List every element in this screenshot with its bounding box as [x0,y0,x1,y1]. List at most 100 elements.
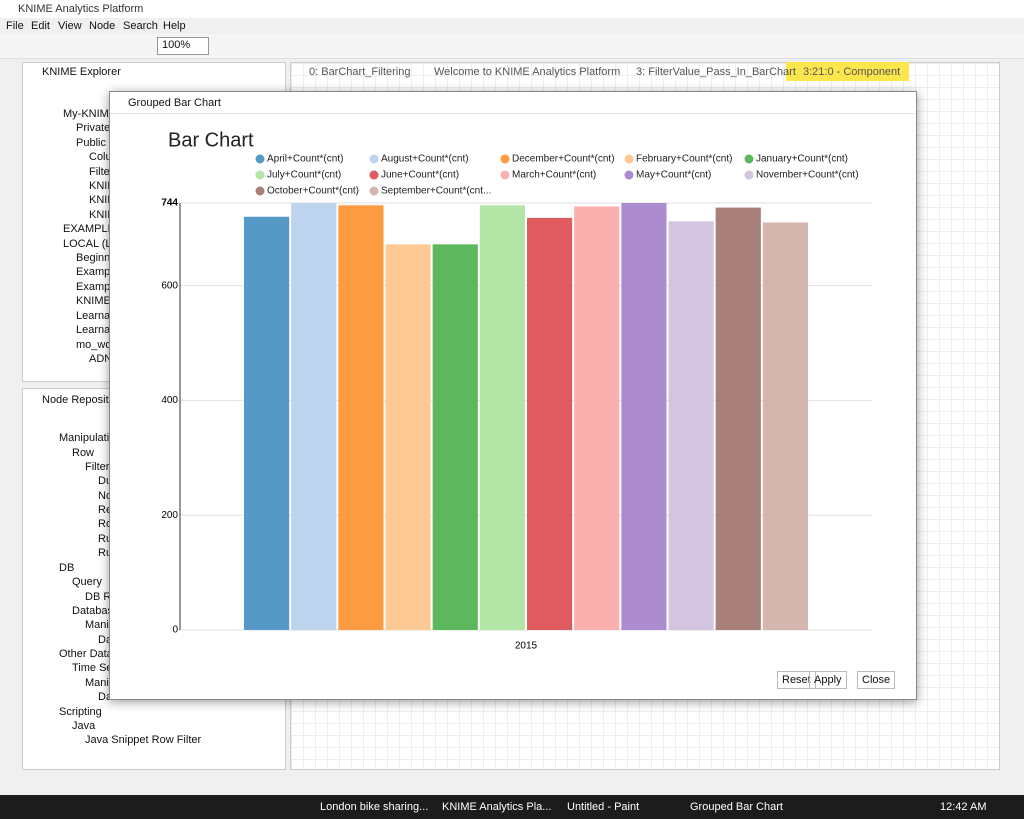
dialog-title-bar [110,92,915,114]
tree-item: Row [72,447,95,459]
dialog-button[interactable]: Apply [809,671,847,689]
bar [527,217,573,630]
chart: Bar Chart 0 200 400 600 744 April+Count*(cnt) A… [161,129,872,652]
legend-label: November+Count*(cnt) [756,170,859,181]
tree-item: Other Data [59,648,113,660]
legend-label: February+Count*(cnt) [636,154,732,165]
tree-item: Colu [89,151,112,163]
dialog-button[interactable]: Reset [777,671,816,689]
tree-item: Manipulatio [59,432,116,444]
panel-title: KNIME Explorer [42,66,121,78]
tree-item: EXAMPLES [63,223,123,235]
bar [244,216,290,630]
y-tick-label: 744 [161,198,178,209]
tree-item: Private [76,122,111,134]
tree-item: Beginne [76,252,117,264]
zoom-box[interactable] [157,37,209,55]
legend-swatch [255,154,265,164]
panel-title: Node Reposito [42,394,115,406]
legend-swatch [744,154,754,164]
taskbar-item[interactable]: London bike sharing... [320,801,429,813]
bar [574,206,620,630]
tree-item: mo_wo [76,339,112,351]
chart-title: Bar Chart [168,129,254,151]
tree-item: Learnat [76,310,114,322]
y-tick-label: 400 [161,395,178,406]
legend-swatch [624,154,634,164]
tree-item: No [98,490,113,502]
tree-item: Filter [85,461,110,473]
dialog-button[interactable]: Close [857,671,896,689]
legend-label: September+Count*(cnt... [381,186,491,197]
legend-swatch [744,170,754,180]
toolbar [0,34,1024,59]
legend-label: August+Count*(cnt) [381,154,469,165]
bar [621,203,667,630]
active-tab[interactable] [786,62,909,81]
legend-label: January+Count*(cnt) [756,154,848,165]
legend-label: December+Count*(cnt) [512,154,615,165]
legend-swatch [500,170,510,180]
tree-item: Mani [85,619,109,631]
tree-item: Da [98,634,113,646]
legend-swatch [369,170,379,180]
bar [762,222,808,631]
menu-item[interactable]: View [58,20,82,32]
tree-item: Filte [89,166,110,178]
tree-item: Java Snippet Row Filter [85,734,202,746]
tree-item: Learnat [76,324,114,336]
tree-item: KNIN [89,209,116,221]
legend-swatch [255,186,265,196]
tree-item: Ru [98,547,113,559]
bar [668,221,714,630]
bar [432,244,478,631]
menu-item[interactable]: File [6,20,24,32]
legend-swatch [369,186,379,196]
tree-item: Ro [98,518,113,530]
tree-item: ADN [89,353,113,365]
tree-item: Re [98,504,113,516]
tree-item: Exampl [76,281,113,293]
tree-item: LOCAL (Lo [63,238,118,250]
legend-label: October+Count*(cnt) [267,186,359,197]
legend-label: May+Count*(cnt) [636,170,711,181]
tree-item: Ru [98,533,113,545]
legend-swatch [500,154,510,164]
menu-item[interactable]: Search [123,20,158,32]
tree-item: Du [98,475,113,487]
editor-tab[interactable]: 3: FilterValue_Pass_In_BarChart [636,66,796,78]
title-bar [0,0,1024,18]
taskbar [0,795,1024,819]
legend-label: July+Count*(cnt) [267,170,341,181]
dialog-title: Grouped Bar Chart [128,97,221,109]
editor-tab[interactable]: 0: BarChart_Filtering [309,66,411,78]
y-tick-label: 0 [172,625,178,636]
taskbar-item[interactable]: Untitled - Paint [567,801,640,813]
legend-swatch [369,154,379,164]
clock: 12:42 AM [940,801,987,813]
y-tick-label: 200 [161,510,178,521]
bar [338,205,384,630]
menu-item[interactable]: Help [163,20,186,32]
tree-item: My-KNIME [63,108,117,120]
editor-tab[interactable]: 3:21:0 - Component [803,66,901,78]
app-title: KNIME Analytics Platform [18,3,144,15]
tree-item: Query [72,576,102,588]
x-tick-label: 2015 [515,641,538,652]
tree-item: Java [72,720,96,732]
legend-label: June+Count*(cnt) [381,170,459,181]
tree-item: Public [76,137,106,149]
menu-item[interactable]: Edit [31,20,50,32]
tree-item: Database [72,605,120,617]
bar [291,203,337,630]
bar [715,207,761,630]
tree-item: Scripting [59,706,102,718]
menu-item[interactable]: Node [89,20,116,32]
taskbar-item[interactable]: KNIME Analytics Pla... [442,801,552,813]
taskbar-item[interactable]: Grouped Bar Chart [690,801,783,813]
editor-tab[interactable]: Welcome to KNIME Analytics Platform [434,66,621,78]
tree-item: Exampl [76,266,113,278]
legend-swatch [624,170,634,180]
legend-label: April+Count*(cnt) [267,154,343,165]
tree-item: KNIN [89,180,116,192]
